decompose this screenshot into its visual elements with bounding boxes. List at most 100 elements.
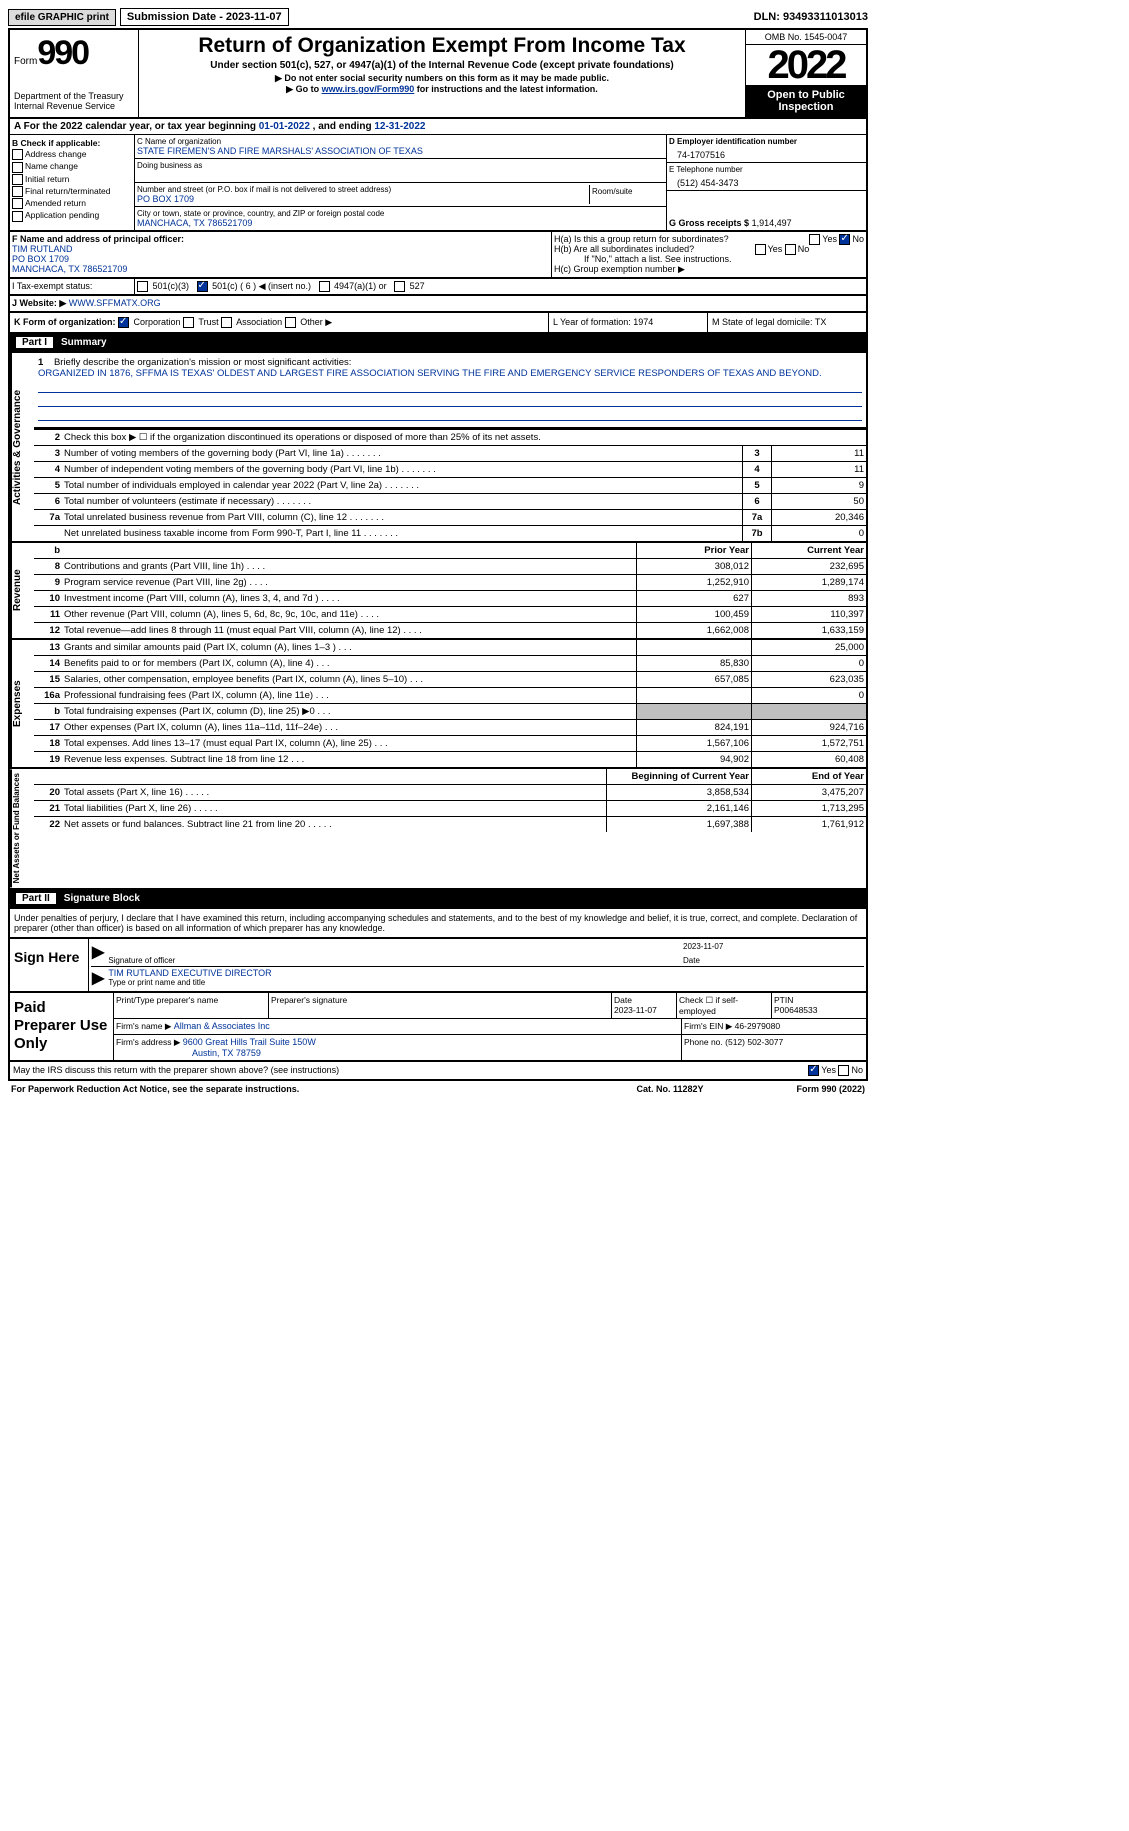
form-org-label: K Form of organization: bbox=[14, 317, 116, 327]
paperwork-notice: For Paperwork Reduction Act Notice, see … bbox=[11, 1084, 595, 1094]
dept-label: Department of the Treasury Internal Reve… bbox=[14, 91, 134, 111]
part-2-num: Part II bbox=[16, 893, 56, 904]
h-b-note: If "No," attach a list. See instructions… bbox=[554, 254, 864, 264]
gross-label: G Gross receipts $ bbox=[669, 218, 749, 228]
row-a-mid: , and ending bbox=[310, 121, 374, 132]
gross: 1,914,497 bbox=[752, 218, 792, 228]
state-domicile: M State of legal domicile: TX bbox=[708, 313, 866, 332]
exp-row: 16aProfessional fundraising fees (Part I… bbox=[34, 688, 866, 704]
discuss-question: May the IRS discuss this return with the… bbox=[13, 1065, 808, 1076]
website: WWW.SFFMATX.ORG bbox=[69, 298, 161, 308]
officer-addr1: PO BOX 1709 bbox=[12, 254, 549, 264]
mission-text: ORGANIZED IN 1876, SFFMA IS TEXAS' OLDES… bbox=[38, 368, 822, 379]
ein-label: D Employer identification number bbox=[669, 137, 864, 146]
row-a: A For the 2022 calendar year, or tax yea… bbox=[8, 119, 868, 135]
tax-status-label: I Tax-exempt status: bbox=[10, 279, 135, 294]
form-header: Form990 Department of the Treasury Inter… bbox=[8, 28, 868, 119]
discuss-row: May the IRS discuss this return with the… bbox=[8, 1062, 868, 1081]
exp-row: 18Total expenses. Add lines 13–17 (must … bbox=[34, 736, 866, 752]
sign-here-label: Sign Here bbox=[10, 939, 89, 991]
exp-row: 13Grants and similar amounts paid (Part … bbox=[34, 640, 866, 656]
dln: DLN: 93493311013013 bbox=[754, 11, 868, 23]
net-label: Net Assets or Fund Balances bbox=[10, 769, 34, 887]
net-row: 21Total liabilities (Part X, line 26) . … bbox=[34, 801, 866, 817]
efile-button[interactable]: efile GRAPHIC print bbox=[8, 9, 116, 26]
irs-link[interactable]: www.irs.gov/Form990 bbox=[322, 84, 415, 94]
tel: (512) 454-3473 bbox=[669, 174, 864, 188]
officer-label: F Name and address of principal officer: bbox=[12, 234, 549, 244]
exp-label: Expenses bbox=[10, 640, 34, 767]
inspection-label: Open to Public Inspection bbox=[746, 85, 866, 117]
org-name: STATE FIREMEN'S AND FIRE MARSHALS' ASSOC… bbox=[137, 146, 664, 156]
sign-here-block: Sign Here ▶Signature of officer2023-11-0… bbox=[8, 939, 868, 993]
signature-intro: Under penalties of perjury, I declare th… bbox=[8, 909, 868, 939]
h-b: H(b) Are all subordinates included? Yes … bbox=[554, 244, 864, 254]
ein: 74-1707516 bbox=[669, 146, 864, 160]
prep-label: Paid Preparer Use Only bbox=[10, 993, 114, 1060]
subtitle-2: ▶ Do not enter social security numbers o… bbox=[143, 73, 741, 84]
officer-addr2: MANCHACA, TX 786521709 bbox=[12, 264, 549, 274]
row-j: J Website: ▶ WWW.SFFMATX.ORG bbox=[8, 296, 868, 313]
exp-row: bTotal fundraising expenses (Part IX, co… bbox=[34, 704, 866, 720]
exp-row: 14Benefits paid to or for members (Part … bbox=[34, 656, 866, 672]
firm-addr2: Austin, TX 78759 bbox=[116, 1048, 261, 1058]
org-name-label: C Name of organization bbox=[137, 137, 664, 146]
prep-sig-label: Preparer's signature bbox=[271, 995, 347, 1005]
city-label: City or town, state or province, country… bbox=[137, 209, 664, 218]
officer-print-name: TIM RUTLAND EXECUTIVE DIRECTOR bbox=[108, 968, 863, 978]
footer: For Paperwork Reduction Act Notice, see … bbox=[8, 1081, 868, 1097]
section-b-to-g: B Check if applicable: Address change Na… bbox=[8, 135, 868, 232]
chk-pending: Application pending bbox=[12, 210, 132, 221]
chk-final: Final return/terminated bbox=[12, 186, 132, 197]
net-row: 22Net assets or fund balances. Subtract … bbox=[34, 817, 866, 832]
line-1-num: 1 bbox=[38, 357, 51, 368]
dba-label: Doing business as bbox=[137, 161, 664, 170]
cat-no: Cat. No. 11282Y bbox=[595, 1084, 745, 1094]
year-formation: L Year of formation: 1974 bbox=[549, 313, 708, 332]
tax-year: 2022 bbox=[746, 45, 866, 85]
gov-row: 3Number of voting members of the governi… bbox=[34, 446, 866, 462]
prior-year-hdr: Prior Year bbox=[636, 543, 751, 558]
exp-row: 17Other expenses (Part IX, column (A), l… bbox=[34, 720, 866, 736]
self-employed: Check ☐ if self-employed bbox=[677, 993, 772, 1018]
row-k: K Form of organization: Corporation Trus… bbox=[8, 313, 868, 334]
year-end: 12-31-2022 bbox=[374, 121, 425, 132]
mission-label: Briefly describe the organization's miss… bbox=[54, 357, 352, 368]
ptin: P00648533 bbox=[774, 1005, 818, 1015]
prep-name-label: Print/Type preparer's name bbox=[116, 995, 218, 1005]
prep-date: 2023-11-07 bbox=[614, 1005, 657, 1015]
exp-row: 15Salaries, other compensation, employee… bbox=[34, 672, 866, 688]
chk-name: Name change bbox=[12, 161, 132, 172]
sig-date: 2023-11-07 bbox=[683, 942, 863, 956]
gov-row: Net unrelated business taxable income fr… bbox=[34, 526, 866, 541]
firm-ein: 46-2979080 bbox=[735, 1021, 780, 1031]
form-number: 990 bbox=[37, 34, 88, 72]
subtitle-1: Under section 501(c), 527, or 4947(a)(1)… bbox=[143, 60, 741, 71]
net-assets-section: Net Assets or Fund Balances Beginning of… bbox=[8, 769, 868, 889]
website-label: J Website: ▶ bbox=[12, 298, 66, 308]
top-bar: efile GRAPHIC print Submission Date - 20… bbox=[8, 8, 868, 26]
col-b-header: B Check if applicable: bbox=[12, 138, 132, 148]
h-c: H(c) Group exemption number ▶ bbox=[554, 264, 864, 275]
row-a-pre: A For the 2022 calendar year, or tax yea… bbox=[14, 121, 259, 132]
begin-year-hdr: Beginning of Current Year bbox=[606, 769, 751, 784]
firm-phone: (512) 502-3077 bbox=[725, 1037, 783, 1047]
col-d-e-g: D Employer identification number 74-1707… bbox=[666, 135, 866, 230]
gov-row: 5Total number of individuals employed in… bbox=[34, 478, 866, 494]
gov-row: 4Number of independent voting members of… bbox=[34, 462, 866, 478]
part-1-num: Part I bbox=[16, 337, 53, 348]
date-label: Date bbox=[683, 956, 700, 965]
tel-label: E Telephone number bbox=[669, 165, 864, 174]
rev-row: 8Contributions and grants (Part VIII, li… bbox=[34, 559, 866, 575]
city: MANCHACA, TX 786521709 bbox=[137, 218, 664, 228]
col-c: C Name of organization STATE FIREMEN'S A… bbox=[135, 135, 666, 230]
part-2-title: Signature Block bbox=[64, 893, 140, 904]
rev-label: Revenue bbox=[10, 543, 34, 638]
form-label: Form bbox=[14, 56, 37, 67]
gov-row: 6Total number of volunteers (estimate if… bbox=[34, 494, 866, 510]
row-f-h: F Name and address of principal officer:… bbox=[8, 232, 868, 279]
activities-governance: Activities & Governance 1 Briefly descri… bbox=[8, 353, 868, 543]
firm-name: Allman & Associates Inc bbox=[174, 1021, 270, 1031]
goto-pre: ▶ Go to bbox=[286, 84, 321, 94]
expenses-section: Expenses 13Grants and similar amounts pa… bbox=[8, 640, 868, 769]
